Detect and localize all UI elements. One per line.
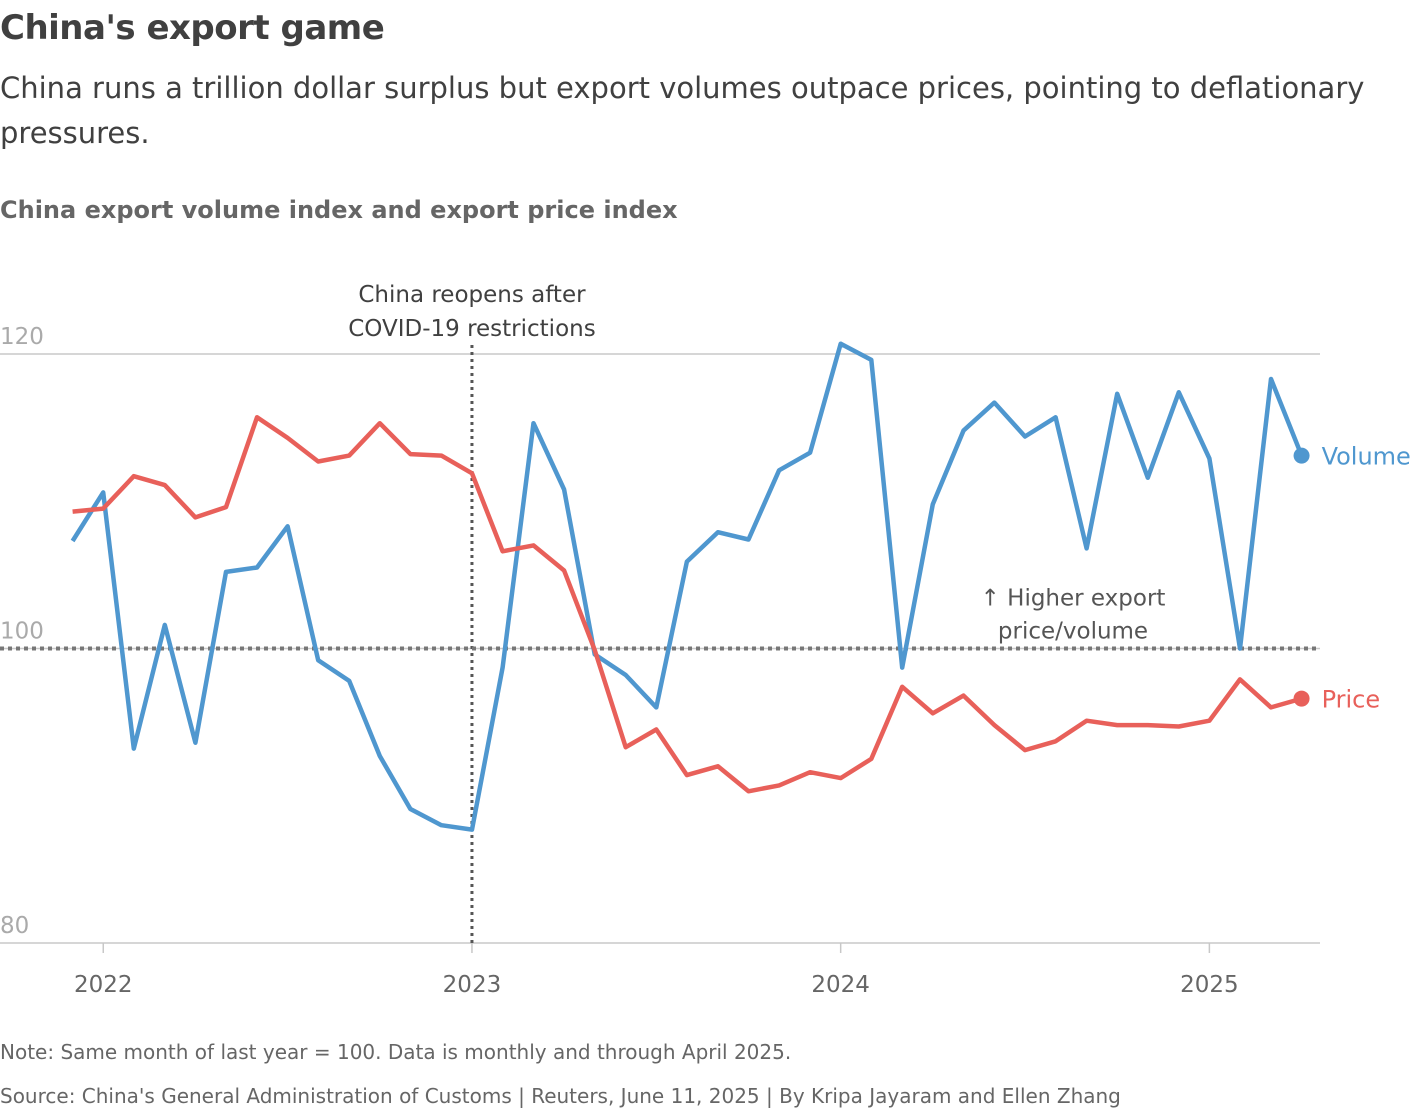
chart: 80 100 120 2022 2023 2024 2025 China reopens af… [0,282,1411,998]
source: Source: China's General Administration o… [0,1084,1121,1108]
annotation: China reopens after [358,282,586,308]
y-tick-label: 100 [0,619,44,645]
annotation: ↑ Higher export [981,586,1166,612]
y-tick-label: 80 [0,913,29,939]
series-label: Price [1322,686,1381,714]
subtitle: China runs a trillion dollar surplus but… [0,71,1365,150]
series-line [72,415,1303,794]
annotation: COVID-19 restrictions [348,316,596,342]
title: China's export game [0,8,385,48]
series-line [70,341,1304,832]
x-tick-label: 2024 [811,972,870,998]
chart-title: China export volume index and export pri… [0,196,678,224]
x-tick-label: 2023 [443,972,502,998]
x-tick-label: 2022 [74,972,133,998]
x-tick-label: 2025 [1180,972,1239,998]
annotation: price/volume [998,619,1148,645]
note: Note: Same month of last year = 100. Dat… [0,1040,792,1064]
series-label: Volume [1322,443,1411,471]
end-marker [1293,690,1310,707]
end-marker [1293,447,1310,464]
y-tick-label: 120 [0,324,44,350]
